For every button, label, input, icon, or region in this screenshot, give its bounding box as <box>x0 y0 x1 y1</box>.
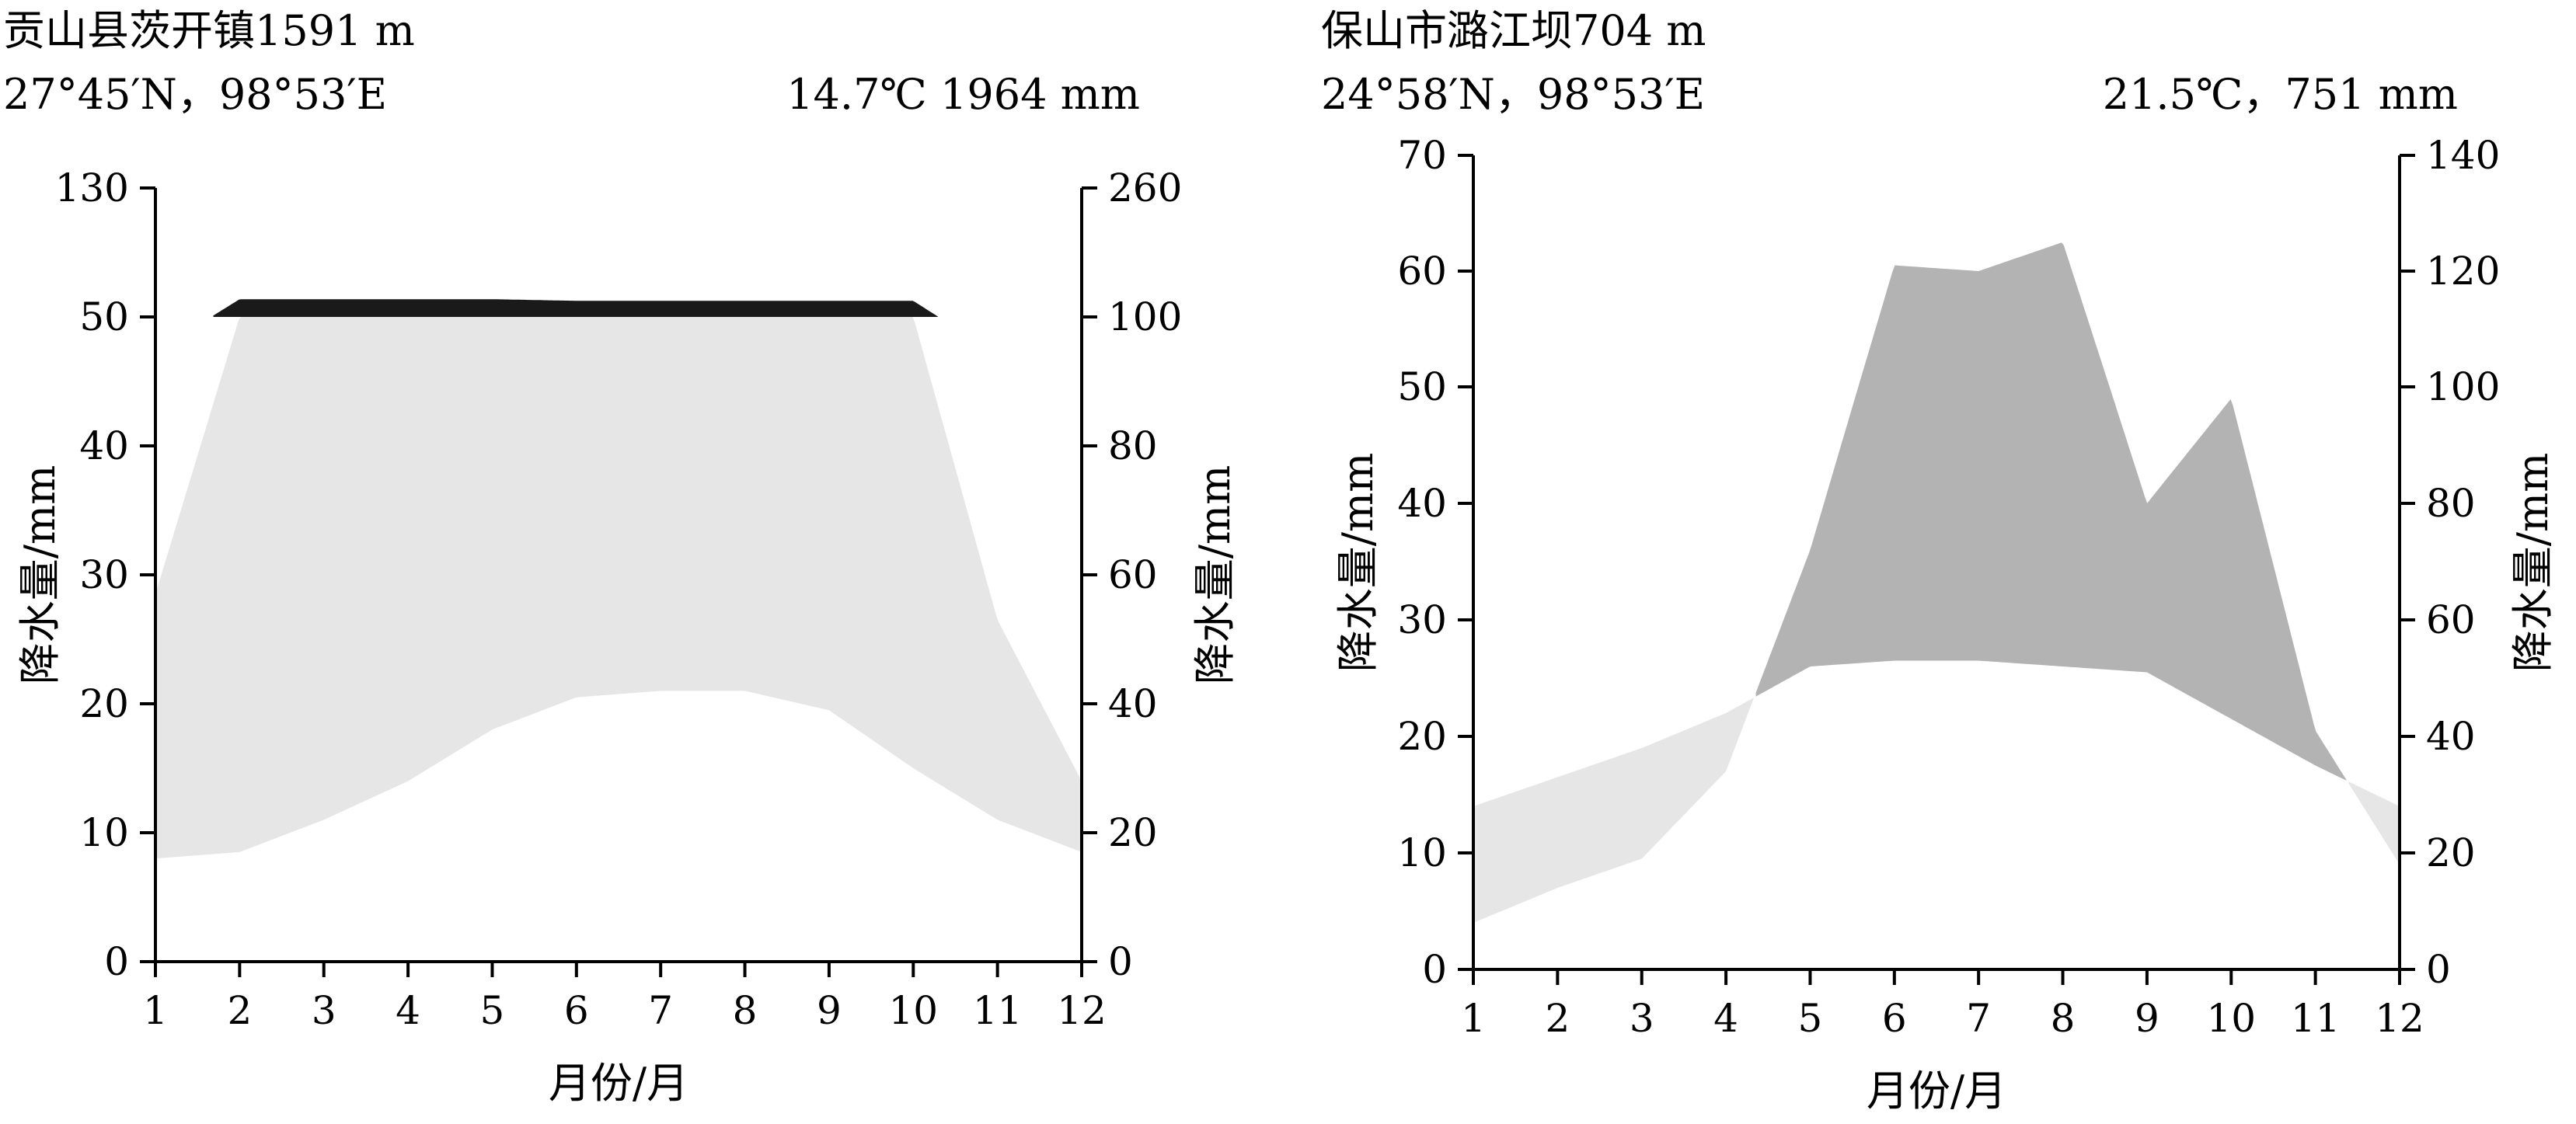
x-tick-label: 8 <box>733 988 758 1033</box>
x-tick-label: 6 <box>1882 996 1907 1041</box>
x-tick-label: 2 <box>1545 996 1570 1041</box>
right-tick-label: 60 <box>2426 597 2476 642</box>
perhumid-area <box>213 299 939 317</box>
station-coordinates: 27°45′N，98°53′E <box>3 70 387 119</box>
station-coordinates: 24°58′N，98°53′E <box>1321 70 1705 119</box>
arid-area <box>1755 242 2347 781</box>
x-tick-label: 3 <box>312 988 336 1033</box>
x-tick-label: 5 <box>1798 996 1823 1041</box>
x-tick-label: 1 <box>1461 996 1486 1041</box>
right-tick-label: 40 <box>2426 714 2476 759</box>
station-summary: 14.7℃ 1964 mm <box>786 70 1140 119</box>
x-tick-label: 4 <box>1713 996 1738 1041</box>
x-axis-title: 月份/月 <box>1867 1067 2006 1115</box>
left-tick-label: 10 <box>79 810 129 855</box>
right-tick-label: 100 <box>2426 364 2500 409</box>
axes: 1 2 3 4 5 6 7 8 9 10 11 120102030405060700204060801… <box>1397 133 2500 1041</box>
x-tick-label: 9 <box>2135 996 2159 1041</box>
right-tick-label: 20 <box>1108 810 1158 855</box>
x-tick-label: 10 <box>2206 996 2256 1041</box>
x-tick-label: 5 <box>480 988 505 1033</box>
left-tick-label: 20 <box>79 681 129 726</box>
left-tick-label: 70 <box>1397 133 1447 178</box>
left-axis-title: 降水量/mm <box>1333 453 1382 673</box>
right-tick-label: 0 <box>1108 939 1133 984</box>
x-tick-label: 3 <box>1630 996 1654 1041</box>
right-tick-label: 20 <box>2426 830 2476 875</box>
station-title: 贡山县茨开镇1591 m <box>3 6 415 55</box>
right-tick-label: 80 <box>2426 481 2476 526</box>
x-tick-label: 9 <box>817 988 842 1033</box>
x-tick-label: 4 <box>396 988 420 1033</box>
x-tick-label: 11 <box>2291 996 2341 1041</box>
left-tick-label: 30 <box>79 552 129 597</box>
humid-area <box>155 317 1082 859</box>
right-tick-label: 40 <box>1108 681 1158 726</box>
left-tick-label: 0 <box>1422 947 1447 992</box>
right-tick-label: 80 <box>1108 423 1158 468</box>
left-tick-label: 40 <box>79 423 129 468</box>
left-tick-label: 40 <box>1397 481 1447 526</box>
left-tick-label: 50 <box>79 294 129 339</box>
x-tick-label: 7 <box>1966 996 1991 1041</box>
right-tick-label: 100 <box>1108 294 1182 339</box>
x-tick-label: 7 <box>648 988 673 1033</box>
left-tick-label: 60 <box>1397 249 1447 294</box>
left-tick-label: 10 <box>1397 830 1447 875</box>
climate-diagram-right: 1 2 3 4 5 6 7 8 9 10 11 12 0 10 20 30 40 50 60 70 0 20 40 60 80 1… <box>1288 0 2576 1124</box>
right-tick-label: 140 <box>2426 133 2500 178</box>
climate-diagram-left-svg: 1 2 3 4 5 6 7 8 9 10 11 120102030405013002040608010… <box>3 6 1239 1108</box>
climate-diagram-right-svg: 1 2 3 4 5 6 7 8 9 10 11 120102030405060700204060801… <box>1321 6 2557 1115</box>
left-tick-label: 20 <box>1397 714 1447 759</box>
x-axis-title: 月份/月 <box>549 1059 688 1108</box>
right-tick-label: 0 <box>2426 947 2451 992</box>
x-tick-label: 2 <box>227 988 252 1033</box>
right-tick-label: 120 <box>2426 249 2500 294</box>
right-axis-title: 降水量/mm <box>1190 465 1239 685</box>
x-tick-label: 11 <box>973 988 1023 1033</box>
x-tick-label: 12 <box>1057 988 1107 1033</box>
right-axis-title: 降水量/mm <box>2508 453 2557 673</box>
station-title: 保山市潞江坝704 m <box>1321 6 1706 55</box>
right-tick-label: 60 <box>1108 552 1158 597</box>
right-tick-label: 260 <box>1108 165 1182 211</box>
left-tick-label: 30 <box>1397 597 1447 642</box>
x-tick-label: 8 <box>2051 996 2076 1041</box>
humid-area <box>1473 698 1754 923</box>
left-axis-title: 降水量/mm <box>16 465 64 685</box>
plot-areas <box>1473 242 2400 923</box>
left-tick-label: 130 <box>55 165 129 211</box>
axes: 1 2 3 4 5 6 7 8 9 10 11 120102030405013002040608010… <box>55 165 1183 1033</box>
station-summary: 21.5℃，751 mm <box>2103 70 2458 119</box>
x-tick-label: 1 <box>143 988 168 1033</box>
plot-areas <box>155 299 1082 859</box>
left-tick-label: 0 <box>104 939 129 984</box>
x-tick-label: 10 <box>888 988 938 1033</box>
x-tick-label: 12 <box>2375 996 2424 1041</box>
x-tick-label: 6 <box>564 988 589 1033</box>
climate-diagram-left: 1 2 3 4 5 6 7 8 9 10 11 12 0 10 20 30 40 50 130 0 20 40 60 80 10… <box>3 6 1239 1108</box>
humid-area <box>2348 781 2400 865</box>
left-tick-label: 50 <box>1397 364 1447 409</box>
